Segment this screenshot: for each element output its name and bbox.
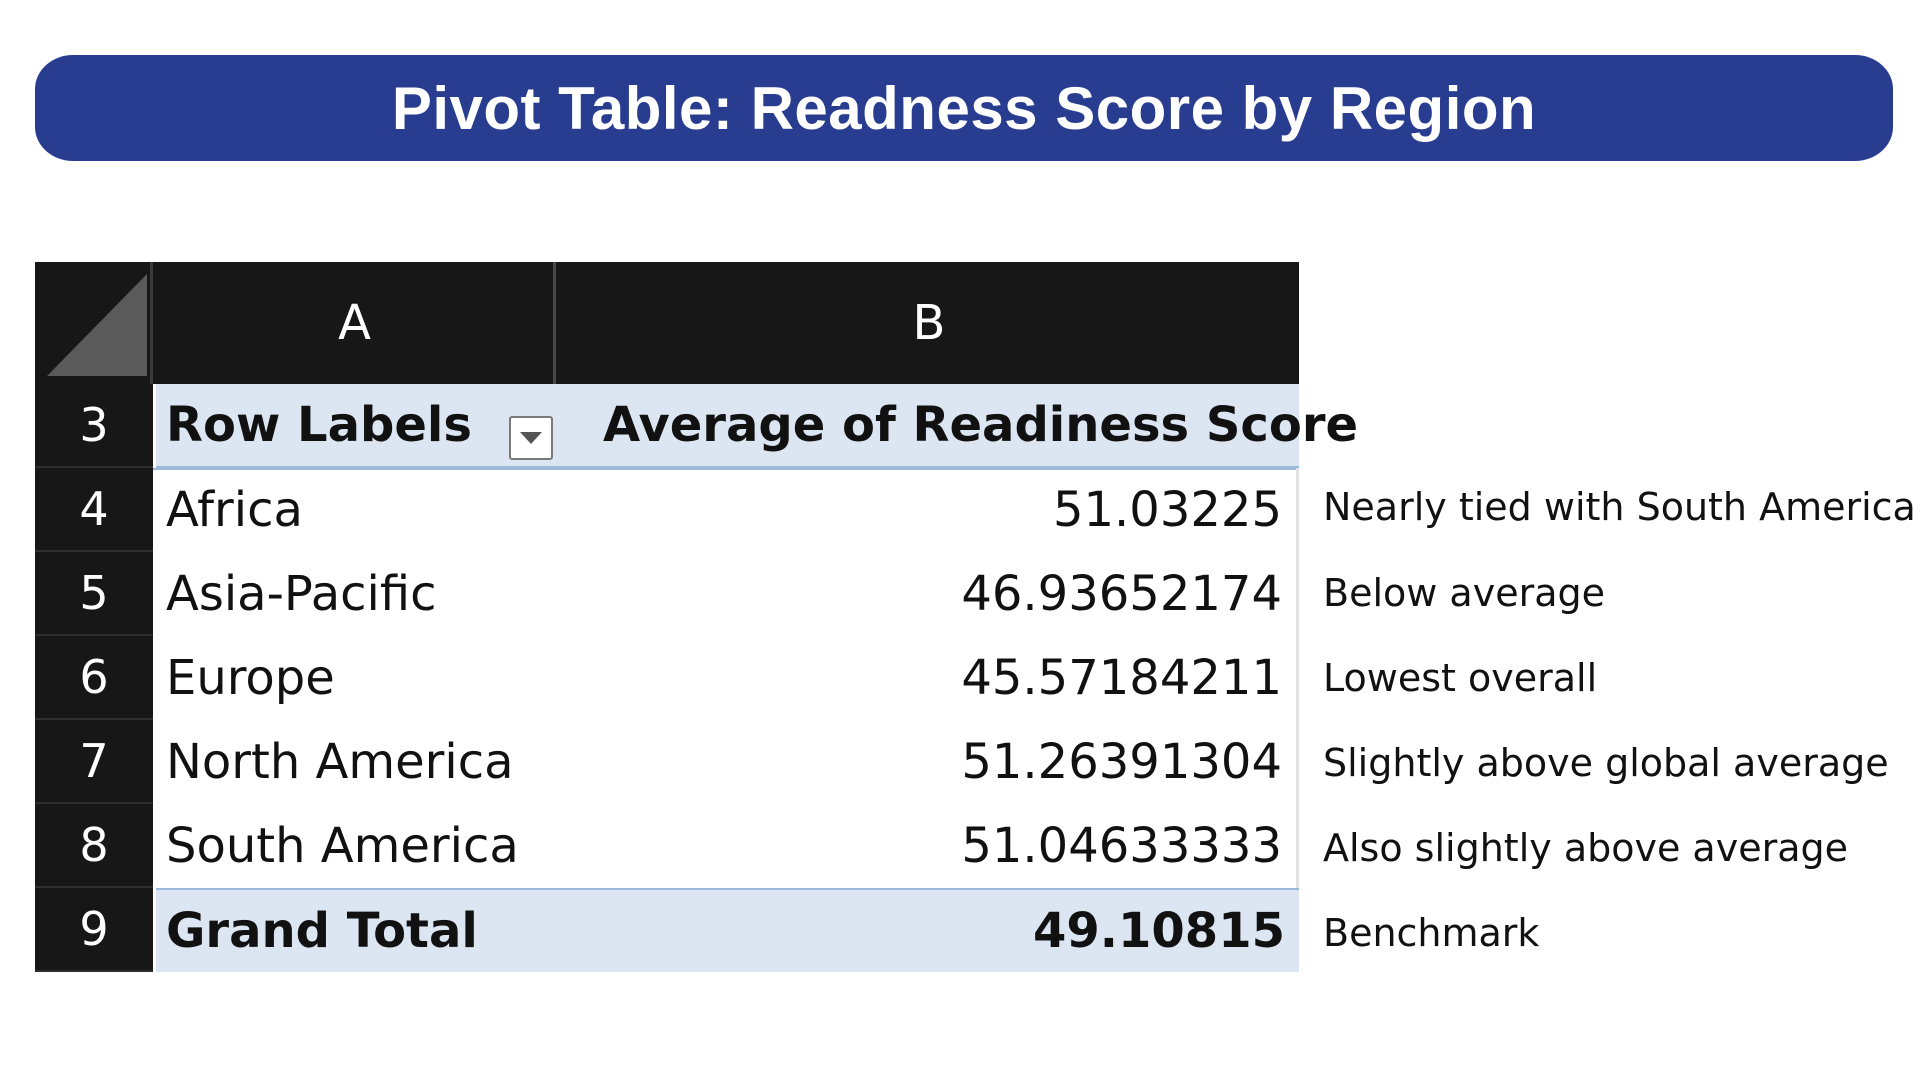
region-cell[interactable]: Africa — [166, 482, 303, 538]
region-cell[interactable]: Europe — [166, 650, 335, 706]
score-cell[interactable]: 45.57184211 — [556, 636, 1299, 720]
table-row: 5 Asia-Pacific 46.93652174 — [35, 552, 1299, 636]
column-header-row: A B — [35, 262, 1299, 384]
annotation-note: Benchmark — [1323, 911, 1540, 955]
score-cell[interactable]: 46.93652174 — [556, 552, 1299, 636]
row-number[interactable]: 3 — [35, 384, 153, 468]
row-number[interactable]: 4 — [35, 468, 153, 552]
region-cell[interactable]: Asia-Pacific — [166, 566, 437, 622]
score-cell[interactable]: 51.26391304 — [556, 720, 1299, 804]
grand-total-row: 9 Grand Total 49.10815 — [35, 888, 1299, 972]
filter-dropdown-icon — [520, 432, 542, 444]
column-header-a[interactable]: A — [156, 262, 556, 384]
annotation-note: Slightly above global average — [1323, 741, 1889, 785]
spreadsheet: A B 3 Row Labels Average of Readiness Sc… — [35, 262, 1358, 978]
row-labels-header-cell[interactable]: Row Labels — [156, 384, 556, 468]
row-number[interactable]: 6 — [35, 636, 153, 720]
grand-total-value-cell[interactable]: 49.10815 — [556, 888, 1299, 972]
select-all-triangle-icon — [47, 274, 147, 376]
annotation-note: Also slightly above average — [1323, 826, 1848, 870]
pivot-header-row: 3 Row Labels Average of Readiness Score — [35, 384, 1358, 470]
table-row: 8 South America 51.04633333 — [35, 804, 1299, 888]
annotation-note: Nearly tied with South America — [1323, 485, 1916, 529]
table-row: 4 Africa 51.03225 — [35, 468, 1299, 552]
row-number[interactable]: 7 — [35, 720, 153, 804]
row-number[interactable]: 5 — [35, 552, 153, 636]
table-row: 7 North America 51.26391304 — [35, 720, 1299, 804]
score-cell[interactable]: 51.03225 — [556, 468, 1299, 552]
filter-dropdown-button[interactable] — [509, 416, 553, 460]
annotation-note: Below average — [1323, 571, 1605, 615]
region-cell[interactable]: South America — [166, 818, 519, 874]
row-number[interactable]: 8 — [35, 804, 153, 888]
score-cell[interactable]: 51.04633333 — [556, 804, 1299, 888]
region-cell[interactable]: North America — [166, 734, 514, 790]
page-title: Pivot Table: Readness Score by Region — [391, 74, 1537, 142]
average-readiness-header-cell[interactable]: Average of Readiness Score — [556, 384, 1358, 468]
grand-total-label-cell[interactable]: Grand Total — [156, 888, 556, 972]
row-number[interactable]: 9 — [35, 888, 153, 972]
column-header-b[interactable]: B — [912, 295, 946, 351]
title-banner: Pivot Table: Readness Score by Region — [35, 55, 1893, 161]
annotation-note: Lowest overall — [1323, 656, 1598, 700]
select-all-corner[interactable] — [35, 262, 153, 384]
table-row: 6 Europe 45.57184211 — [35, 636, 1299, 720]
